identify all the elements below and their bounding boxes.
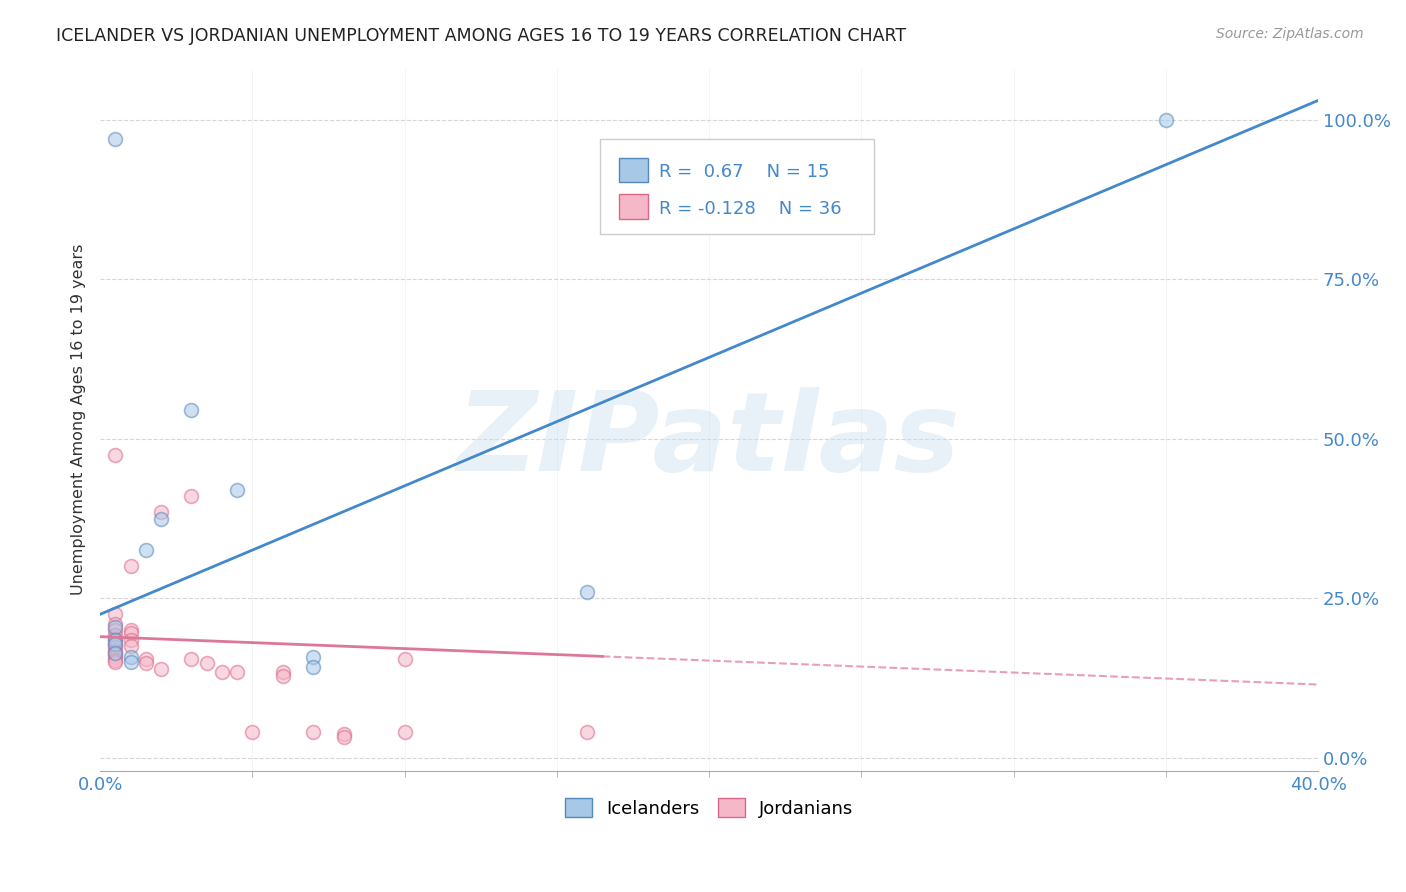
Point: [104, 616, 127, 631]
Point: [302, 660, 325, 674]
Point: [150, 662, 173, 676]
Point: [180, 652, 202, 666]
Legend: Icelanders, Jordanians: Icelanders, Jordanians: [558, 791, 860, 825]
FancyBboxPatch shape: [619, 194, 648, 219]
Point: [120, 626, 142, 640]
Point: [135, 657, 157, 671]
Text: ZIPatlas: ZIPatlas: [457, 387, 962, 494]
FancyBboxPatch shape: [619, 158, 648, 182]
Point: [120, 655, 142, 669]
Point: [242, 725, 264, 739]
Point: [120, 632, 142, 647]
Point: [104, 652, 127, 666]
Point: [576, 725, 599, 739]
Point: [120, 559, 142, 574]
Point: [271, 669, 294, 683]
Point: [394, 725, 416, 739]
Point: [104, 632, 127, 647]
Point: [332, 730, 354, 744]
Point: [135, 652, 157, 666]
Point: [226, 665, 249, 679]
Point: [195, 657, 218, 671]
Point: [332, 726, 354, 740]
Point: [104, 637, 127, 651]
Point: [302, 725, 325, 739]
Point: [104, 607, 127, 622]
Point: [180, 489, 202, 503]
Y-axis label: Unemployment Among Ages 16 to 19 years: Unemployment Among Ages 16 to 19 years: [72, 244, 86, 595]
FancyBboxPatch shape: [599, 139, 873, 234]
Point: [120, 639, 142, 653]
Point: [104, 643, 127, 657]
Point: [104, 640, 127, 654]
Point: [120, 650, 142, 665]
Point: [104, 647, 127, 661]
Point: [180, 403, 202, 417]
Point: [271, 665, 294, 679]
Point: [226, 483, 249, 497]
Point: [135, 543, 157, 558]
Point: [104, 628, 127, 642]
Point: [104, 620, 127, 634]
Point: [104, 132, 127, 146]
Point: [150, 505, 173, 519]
Point: [120, 624, 142, 638]
Point: [104, 448, 127, 462]
Point: [1154, 112, 1177, 127]
Text: R =  0.67    N = 15: R = 0.67 N = 15: [659, 163, 830, 181]
Point: [576, 585, 599, 599]
Point: [104, 637, 127, 651]
Text: Source: ZipAtlas.com: Source: ZipAtlas.com: [1216, 27, 1364, 41]
Point: [211, 665, 233, 679]
Point: [104, 655, 127, 669]
Point: [302, 650, 325, 665]
Point: [394, 652, 416, 666]
Point: [104, 632, 127, 647]
Point: [150, 511, 173, 525]
Point: [104, 650, 127, 665]
Text: R = -0.128    N = 36: R = -0.128 N = 36: [659, 200, 842, 218]
Point: [104, 646, 127, 660]
Text: ICELANDER VS JORDANIAN UNEMPLOYMENT AMONG AGES 16 TO 19 YEARS CORRELATION CHART: ICELANDER VS JORDANIAN UNEMPLOYMENT AMON…: [56, 27, 907, 45]
Point: [104, 624, 127, 638]
